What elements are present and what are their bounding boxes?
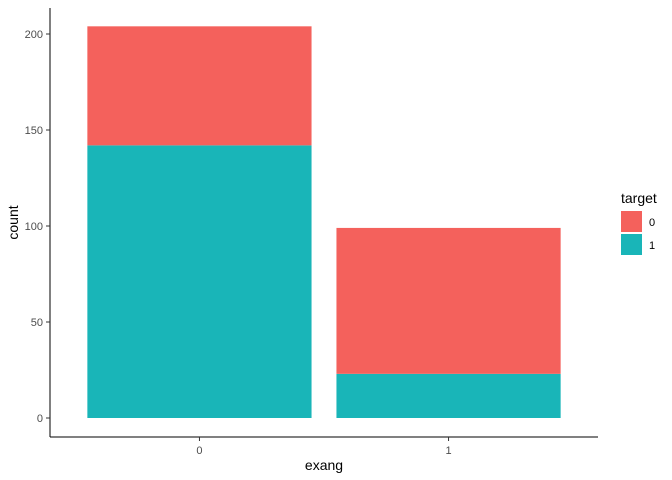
y-tick-label: 200	[25, 29, 43, 41]
x-axis-title: exang	[305, 457, 343, 473]
legend-label-0: 0	[649, 217, 655, 229]
legend-key-0	[621, 211, 642, 232]
bars-layer	[87, 26, 561, 419]
legend-label-1: 1	[649, 240, 655, 252]
y-axis-title: count	[5, 205, 21, 239]
x-tick-label: 0	[196, 445, 202, 457]
legend-title: target	[621, 190, 657, 206]
y-tick-label: 100	[25, 221, 43, 233]
y-tick-label: 50	[31, 317, 43, 329]
bar-exang-0-target-0	[87, 26, 312, 146]
legend-key-1	[621, 234, 642, 255]
y-tick-label: 150	[25, 125, 43, 137]
bar-exang-1-target-0	[336, 227, 561, 374]
legend: target 0 1	[621, 190, 657, 255]
y-axis-ticks: 0 50 100 150 200	[25, 29, 50, 425]
bar-exang-0-target-1	[87, 145, 312, 419]
x-tick-label: 1	[445, 445, 451, 457]
y-tick-label: 0	[37, 413, 43, 425]
bar-exang-1-target-1	[336, 373, 561, 418]
